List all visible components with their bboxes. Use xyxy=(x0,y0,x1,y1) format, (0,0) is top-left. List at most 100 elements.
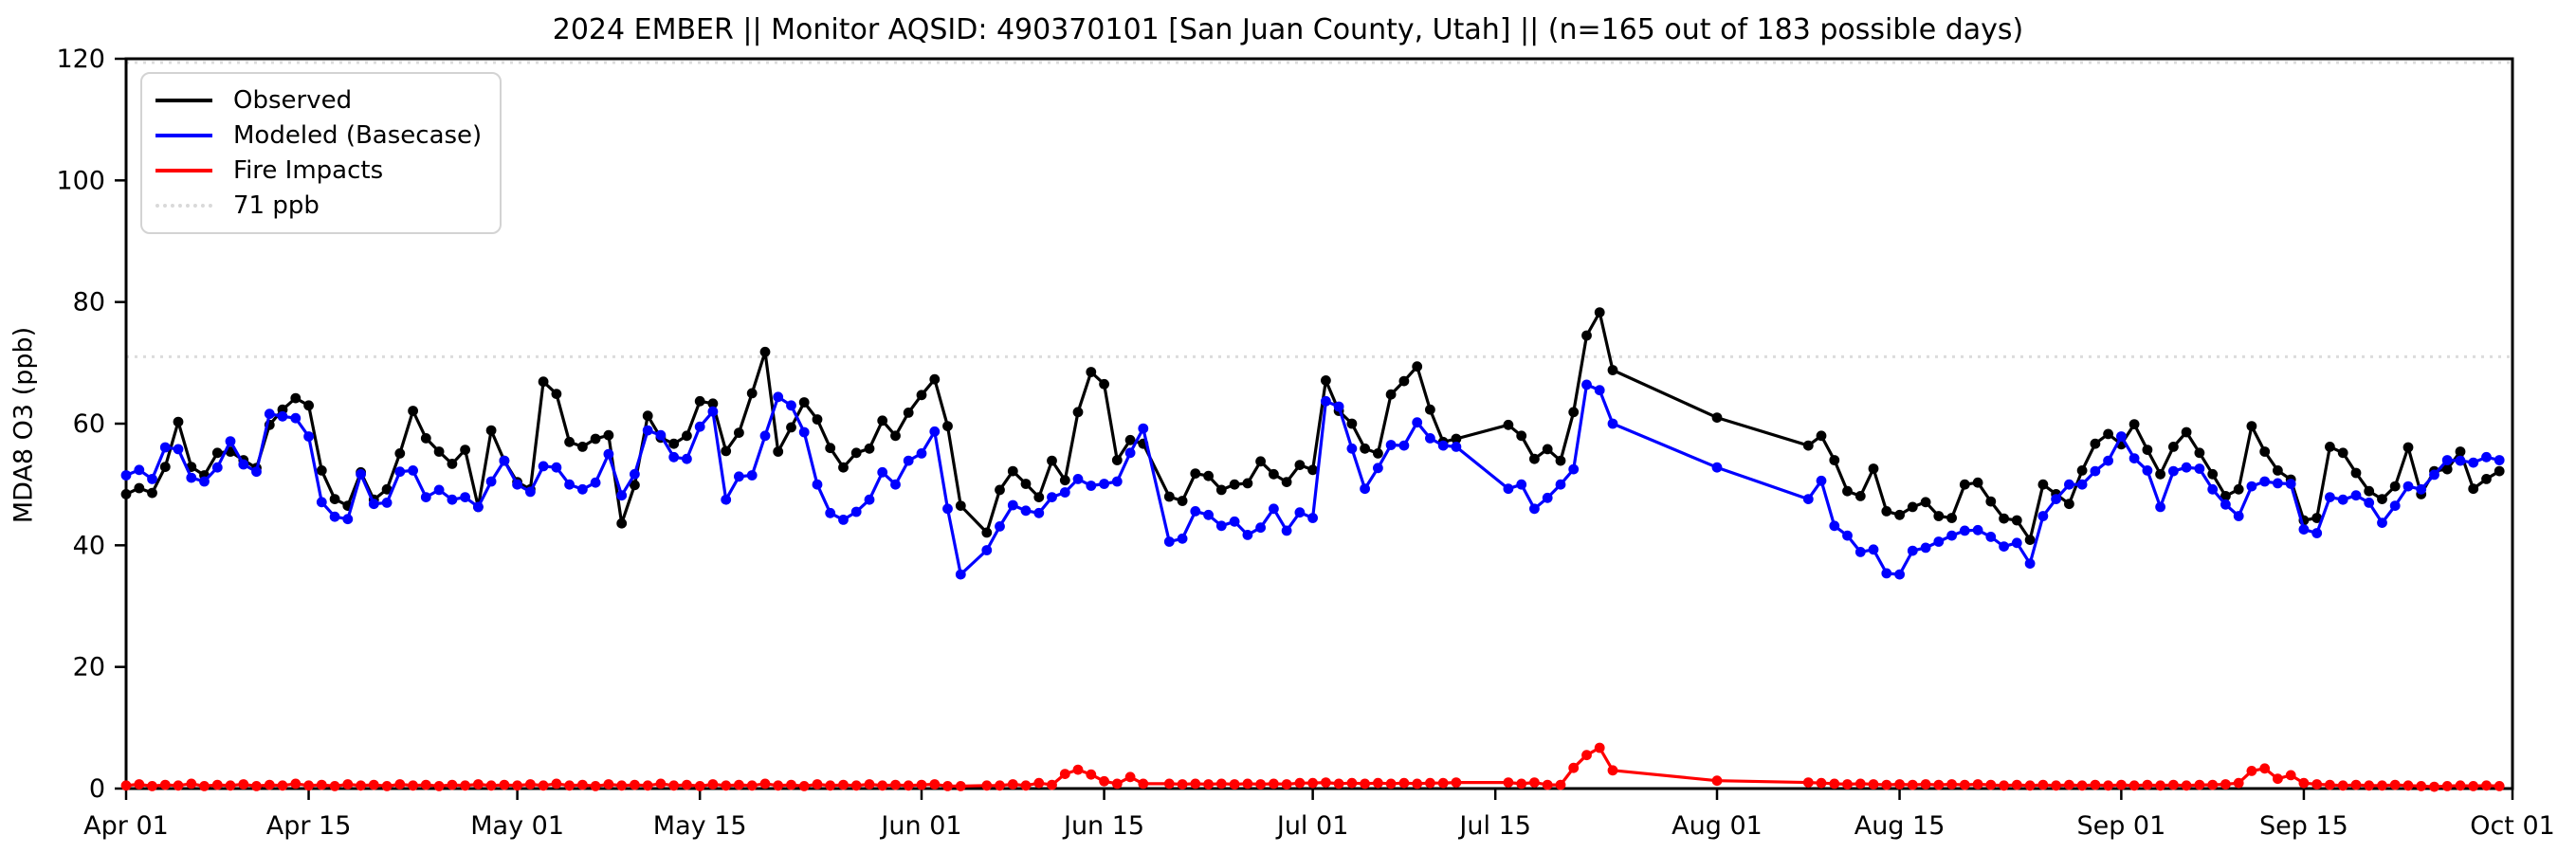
modeled-marker xyxy=(1007,499,1018,511)
y-tick-label: 120 xyxy=(56,45,105,74)
modeled-marker xyxy=(786,400,796,411)
modeled-marker xyxy=(2155,501,2166,513)
observed-marker xyxy=(290,392,301,404)
observed-marker xyxy=(1255,456,1266,467)
fire-marker xyxy=(1059,769,1070,779)
observed-marker xyxy=(2037,479,2049,490)
observed-marker xyxy=(2207,468,2219,480)
modeled-marker xyxy=(1802,494,1814,504)
modeled-marker xyxy=(1503,483,1514,495)
fire-marker xyxy=(2128,780,2140,791)
observed-marker xyxy=(1215,484,1227,496)
observed-marker xyxy=(1163,491,1175,502)
observed-marker xyxy=(2181,426,2192,438)
modeled-marker xyxy=(2233,511,2244,521)
fire-marker xyxy=(1242,778,1253,789)
fire-marker xyxy=(264,779,275,790)
modeled-marker xyxy=(1242,530,1253,540)
observed-marker xyxy=(1425,404,1435,415)
fire-marker xyxy=(2350,779,2362,790)
modeled-marker xyxy=(1059,487,1070,498)
modeled-marker xyxy=(1190,506,1201,517)
modeled-marker xyxy=(2011,537,2022,549)
modeled-marker xyxy=(1412,417,1423,428)
legend-item-fire: Fire Impacts xyxy=(155,154,486,187)
observed-marker xyxy=(134,482,145,494)
observed-marker xyxy=(2233,483,2244,495)
modeled-marker xyxy=(1842,530,1853,541)
fire-marker xyxy=(616,780,628,791)
fire-marker xyxy=(2155,780,2166,791)
fire-marker xyxy=(1047,779,1057,790)
fire-marker xyxy=(916,779,927,790)
modeled-marker xyxy=(1816,475,1827,486)
chart-title: 2024 EMBER || Monitor AQSID: 490370101 [… xyxy=(552,13,2024,46)
legend-label-observed: Observed xyxy=(233,86,353,116)
fire-marker xyxy=(2116,779,2127,790)
fire-marker xyxy=(1711,775,1723,787)
modeled-marker xyxy=(1138,423,1149,434)
observed-marker xyxy=(981,527,993,538)
modeled-marker xyxy=(1946,530,1958,541)
fire-marker xyxy=(2103,780,2114,791)
fire-marker xyxy=(1894,779,1905,789)
modeled-marker xyxy=(2455,455,2466,466)
fire-marker xyxy=(1868,779,1879,789)
x-tick-label: May 01 xyxy=(470,811,564,841)
observed-marker xyxy=(668,438,680,449)
modeled-marker xyxy=(2181,462,2192,473)
fire-marker xyxy=(2207,779,2219,790)
observed-marker xyxy=(955,500,966,511)
fire-marker xyxy=(1854,778,1866,789)
observed-marker xyxy=(1985,496,1997,507)
fire-marker xyxy=(694,781,705,791)
fire-marker xyxy=(2142,779,2153,790)
observed-marker xyxy=(1360,443,1370,454)
fire-marker xyxy=(746,780,758,791)
modeled-marker xyxy=(2207,483,2219,495)
modeled-marker xyxy=(773,391,784,403)
observed-marker xyxy=(812,414,823,425)
observed-marker xyxy=(2402,442,2414,453)
modeled-marker xyxy=(721,494,732,505)
observed-marker xyxy=(2168,442,2179,452)
modeled-marker xyxy=(1594,385,1605,396)
modeled-marker xyxy=(316,497,327,508)
modeled-marker xyxy=(134,464,145,476)
fire-marker xyxy=(485,780,497,791)
fire-marker xyxy=(864,779,875,789)
modeled-marker xyxy=(1829,520,1840,532)
modeled-marker xyxy=(1542,492,1553,503)
fire-marker xyxy=(1842,779,1853,789)
observed-marker xyxy=(942,421,953,431)
observed-marker xyxy=(329,494,340,504)
y-tick-label: 40 xyxy=(73,531,105,560)
fire-marker xyxy=(942,781,953,791)
fire-marker xyxy=(1516,778,1527,789)
modeled-marker xyxy=(1385,440,1397,450)
fire-marker xyxy=(316,779,327,790)
modeled-marker xyxy=(798,426,810,438)
fire-marker xyxy=(551,778,562,789)
fire-marker xyxy=(812,779,823,789)
observed-marker xyxy=(2011,515,2022,526)
modeled-marker xyxy=(2116,431,2127,442)
fire-marker xyxy=(394,779,406,789)
modeled-marker xyxy=(1203,509,1214,520)
fire-marker xyxy=(368,779,379,790)
modeled-marker xyxy=(1581,379,1592,390)
modeled-marker xyxy=(1854,547,1866,557)
modeled-marker xyxy=(1177,533,1188,544)
fire-marker xyxy=(1321,777,1331,788)
fire-marker xyxy=(2259,763,2271,774)
fire-marker xyxy=(2194,779,2205,790)
fire-marker xyxy=(2416,781,2427,791)
fire-marker xyxy=(773,780,784,791)
modeled-marker xyxy=(1360,483,1370,495)
fire-marker xyxy=(2429,781,2439,792)
fire-marker xyxy=(1190,778,1201,789)
observed-marker xyxy=(2494,465,2505,477)
modeled-marker xyxy=(2325,492,2335,502)
modeled-marker xyxy=(916,448,927,459)
